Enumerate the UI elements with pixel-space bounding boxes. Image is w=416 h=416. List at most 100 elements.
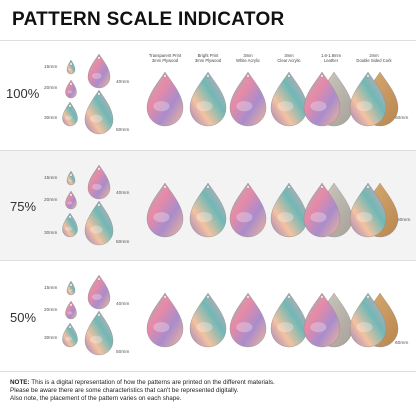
column-header: Transparent Print 3mm Plywood [143,53,187,63]
drop-leather-front [303,71,341,127]
column-header-line-1: 3mm [243,53,253,58]
drop-leather-front [303,182,341,238]
pattern-swirl [68,68,72,71]
size-label-50: 50mm [116,128,130,133]
drop-cork-front [349,71,387,127]
sample-drop-15 [66,59,76,75]
drop-cork-front [349,292,387,348]
pattern-swirl [89,114,103,123]
size-label-15: 15mm [44,65,58,70]
divider [0,371,416,372]
drop-white-acrylic [229,71,267,127]
size-label-40: 40mm [116,80,130,85]
drop-transparent-plywood [146,292,184,348]
size-label-20: 20mm [44,198,58,203]
column-header-line-2: Double Sided Cork [356,58,392,63]
pattern-swirl [310,212,327,223]
hole-icon [163,74,167,78]
column-header-line-2: White Acrylic [236,58,260,63]
pattern-swirl [65,115,72,120]
hole-icon [287,295,291,299]
drop-bright-plywood [189,71,227,127]
hole-icon [69,62,73,66]
size-label-50: 50mm [116,240,130,245]
sample-drop-50 [84,310,114,356]
note-line-3: Also note, the placement of the pattern … [10,395,182,403]
sample-drop-50 [84,200,114,246]
size-label-40: 40mm [116,302,130,307]
hole-icon [69,82,73,86]
note-line-2: Please be aware there are some character… [10,387,239,395]
size-label-20: 20mm [44,308,58,313]
sample-drop-40 [87,53,111,89]
size-label-40: 40mm [116,191,130,196]
size-label-30: 30mm [44,336,58,341]
hole-icon [246,185,250,189]
hole-icon [206,74,210,78]
hole-icon [97,277,101,281]
drop-transparent-plywood [146,71,184,127]
size-label-50: 50mm [116,350,130,355]
drop-cork-front [349,182,387,238]
divider [0,260,416,261]
size-label-20: 20mm [44,86,58,91]
pattern-swirl [356,322,373,333]
pattern-swirl [277,101,294,112]
hole-icon [320,185,324,189]
hole-icon [206,185,210,189]
column-header-line-1: Transparent Print [148,53,182,58]
hole-icon [366,295,370,299]
column-header-line-2: 3mm Plywood [194,58,222,63]
size-label-30: 30mm [44,116,58,121]
sample-drop-30 [62,322,78,348]
pattern-swirl [236,101,253,112]
pattern-swirl [356,212,373,223]
sample-drop-20 [65,300,77,320]
page-title: PATTERN SCALE INDICATOR [12,9,285,30]
hole-icon [97,313,101,317]
pattern-swirl [277,212,294,223]
size-label-60: 60mm [395,116,409,121]
column-header-line-1: 1.6-1.8mm [320,53,341,58]
sample-drop-15 [66,170,76,186]
size-label-30: 30mm [44,231,58,236]
sample-drop-15 [66,280,76,296]
column-header-line-2: Clear Acrylic [277,58,301,63]
row-percent: 50% [10,310,37,325]
hole-icon [69,283,73,287]
drop-white-acrylic [229,292,267,348]
hole-icon [163,295,167,299]
drop-leather-front [303,292,341,348]
sample-drop-20 [65,79,77,99]
note: NOTE: This is a digital representation o… [10,379,408,404]
hole-icon [366,74,370,78]
note-label: NOTE: [10,379,30,386]
pattern-swirl [65,226,72,231]
size-label-60: 60mm [397,218,411,223]
pattern-swirl [89,225,103,234]
pattern-swirl [89,335,103,344]
column-header: Bright Print 3mm Plywood [186,53,230,63]
column-header-line-2: Leather [323,58,339,63]
size-label-15: 15mm [44,176,58,181]
row-percent: 75% [10,199,37,214]
pattern-swirl [196,101,213,112]
drop-bright-plywood [189,292,227,348]
drop-bright-plywood [189,182,227,238]
pattern-swirl [310,322,327,333]
hole-icon [206,295,210,299]
pattern-swirl [236,322,253,333]
sample-drop-40 [87,164,111,200]
hole-icon [69,193,73,197]
pattern-swirl [153,101,170,112]
column-header: 1.6-1.8mm Leather [309,53,353,63]
sample-drop-30 [62,101,78,127]
hole-icon [320,74,324,78]
hole-icon [69,303,73,307]
hole-icon [97,167,101,171]
pattern-swirl [67,201,73,205]
sample-drop-40 [87,274,111,310]
pattern-swirl [310,101,327,112]
sample-drop-20 [65,190,77,210]
